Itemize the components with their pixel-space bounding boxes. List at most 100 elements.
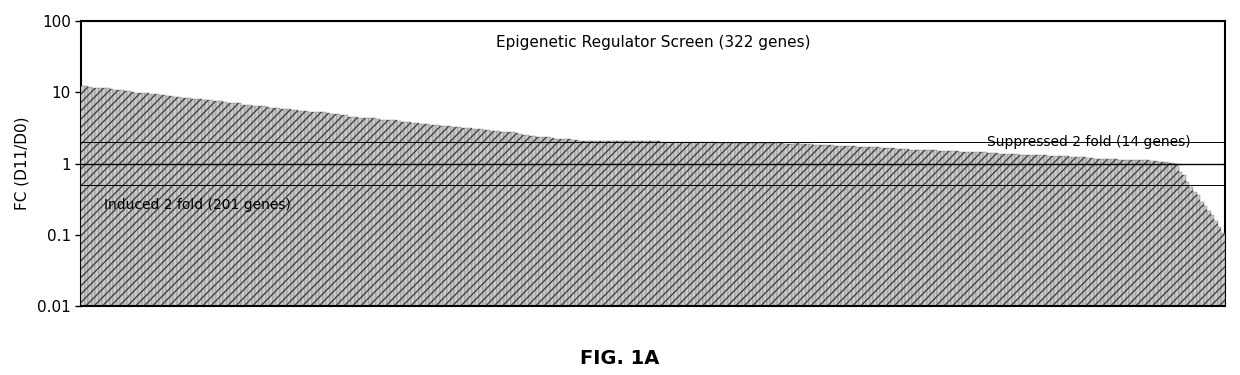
Bar: [355, 117, 358, 375]
Bar: [526, 135, 528, 375]
Bar: [735, 143, 738, 375]
Bar: [1065, 156, 1069, 375]
Bar: [742, 143, 745, 375]
Bar: [156, 94, 159, 375]
Bar: [766, 143, 770, 375]
Bar: [223, 102, 227, 375]
Bar: [600, 141, 604, 375]
Bar: [84, 87, 88, 375]
Bar: [660, 141, 663, 375]
Bar: [653, 141, 657, 375]
Bar: [174, 97, 177, 375]
Bar: [568, 139, 572, 375]
Bar: [265, 106, 269, 375]
Bar: [241, 105, 244, 375]
Bar: [446, 126, 450, 375]
Bar: [717, 142, 720, 375]
Bar: [322, 112, 326, 375]
Bar: [551, 138, 553, 375]
Bar: [789, 144, 791, 375]
Bar: [415, 123, 419, 375]
Bar: [983, 153, 987, 375]
Bar: [1016, 154, 1019, 375]
Bar: [1111, 159, 1115, 375]
Bar: [1104, 159, 1107, 375]
Bar: [820, 145, 823, 375]
Bar: [869, 147, 873, 375]
Text: Epigenetic Regulator Screen (322 genes): Epigenetic Regulator Screen (322 genes): [496, 35, 810, 50]
Bar: [709, 142, 713, 375]
Bar: [326, 113, 330, 375]
Bar: [1079, 158, 1083, 375]
Bar: [785, 144, 789, 375]
Bar: [863, 147, 867, 375]
Bar: [347, 117, 351, 375]
Bar: [684, 142, 688, 375]
Bar: [631, 141, 635, 375]
Bar: [212, 100, 216, 375]
Bar: [1052, 156, 1054, 375]
Bar: [930, 150, 934, 375]
Bar: [1179, 172, 1183, 375]
Bar: [763, 143, 766, 375]
Bar: [461, 128, 465, 375]
Bar: [835, 146, 838, 375]
Bar: [341, 114, 343, 375]
Bar: [113, 90, 117, 375]
Bar: [572, 140, 575, 375]
Bar: [941, 151, 945, 375]
Bar: [383, 120, 387, 375]
Bar: [795, 143, 799, 375]
Bar: [873, 147, 877, 375]
Bar: [859, 147, 863, 375]
Bar: [465, 128, 469, 375]
Bar: [436, 125, 440, 375]
Bar: [884, 148, 888, 375]
Bar: [848, 146, 852, 375]
Bar: [823, 145, 827, 375]
Bar: [166, 96, 170, 375]
Bar: [131, 92, 134, 375]
Bar: [1176, 164, 1179, 375]
Bar: [724, 142, 728, 375]
Bar: [635, 141, 639, 375]
Bar: [319, 112, 322, 375]
Bar: [699, 142, 703, 375]
Bar: [1218, 227, 1221, 375]
Bar: [998, 154, 1001, 375]
Bar: [95, 88, 99, 375]
Bar: [503, 132, 507, 375]
Bar: [99, 88, 103, 375]
Bar: [486, 130, 490, 375]
Bar: [184, 98, 187, 375]
Bar: [713, 142, 717, 375]
Bar: [1151, 161, 1154, 375]
Bar: [419, 123, 422, 375]
Bar: [343, 115, 347, 375]
Bar: [593, 141, 596, 375]
Bar: [469, 129, 472, 375]
Bar: [947, 151, 951, 375]
Bar: [490, 131, 494, 375]
Bar: [618, 141, 621, 375]
Bar: [934, 150, 937, 375]
Bar: [585, 141, 589, 375]
Bar: [810, 144, 813, 375]
Bar: [301, 111, 305, 375]
Bar: [153, 94, 156, 375]
Bar: [745, 143, 749, 375]
Bar: [905, 149, 909, 375]
Bar: [913, 150, 916, 375]
Text: Induced 2 fold (201 genes): Induced 2 fold (201 genes): [104, 198, 291, 212]
Bar: [682, 142, 684, 375]
Bar: [1197, 195, 1200, 375]
Bar: [397, 121, 401, 375]
Bar: [1061, 156, 1065, 375]
Bar: [412, 123, 415, 375]
Bar: [589, 141, 593, 375]
Bar: [970, 152, 972, 375]
Bar: [284, 109, 288, 375]
Bar: [458, 128, 461, 375]
Bar: [425, 124, 429, 375]
Bar: [162, 95, 166, 375]
